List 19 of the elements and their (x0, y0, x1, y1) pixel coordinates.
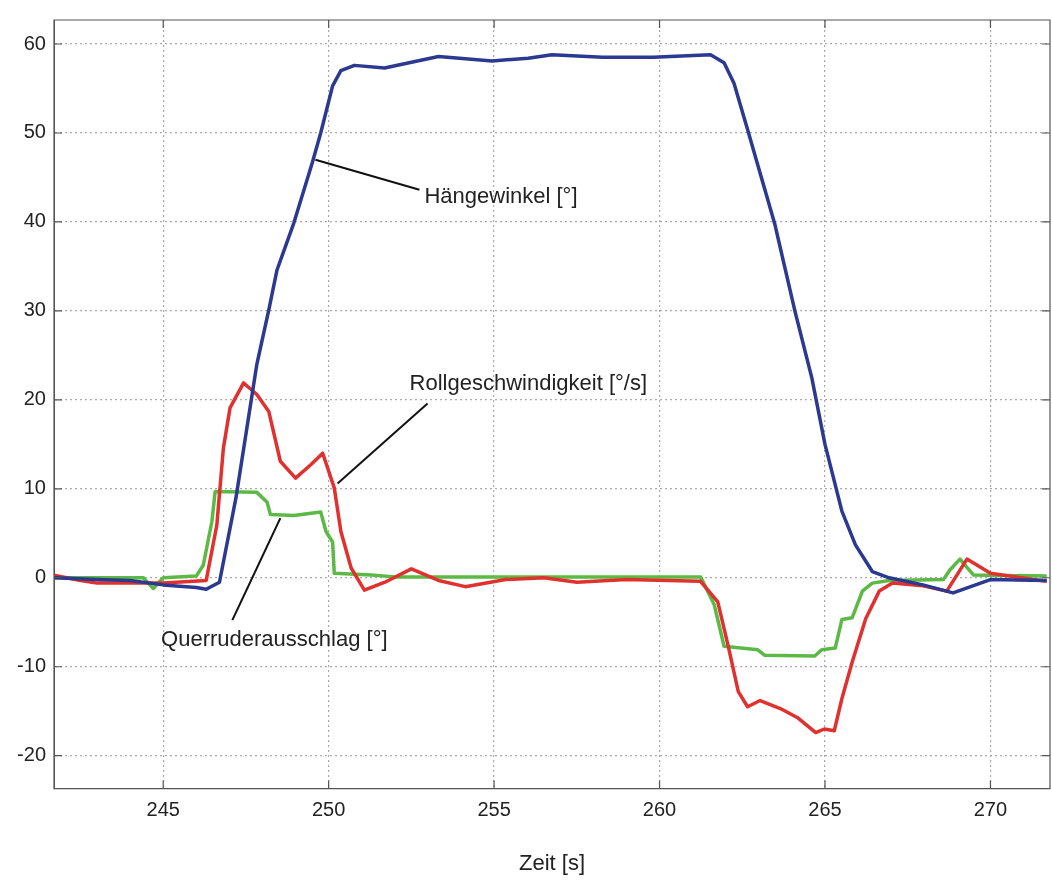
y-tick-label: -10 (17, 654, 46, 677)
x-tick-label: 255 (477, 798, 511, 821)
y-tick-label: -20 (17, 743, 46, 766)
y-tick-label: 50 (23, 120, 46, 143)
x-tick-label: 250 (311, 798, 346, 821)
y-tick-label: 10 (23, 476, 46, 499)
y-tick-label: 30 (23, 298, 46, 321)
x-tick-label: 260 (642, 798, 677, 821)
y-tick-label: 60 (23, 31, 46, 54)
y-tick-label: 40 (23, 209, 46, 232)
y-tick-label: 0 (34, 565, 46, 588)
x-axis-title: Zeit [s] (518, 849, 586, 875)
x-tick-label: 245 (146, 798, 180, 821)
x-tick-label: 270 (973, 798, 1008, 821)
annotation: Hängewinkel [°] (424, 182, 578, 208)
x-tick-label: 265 (808, 798, 842, 821)
annotation: Querruderausschlag [°] (161, 626, 388, 652)
annotation: Rollgeschwindigkeit [°/s] (409, 369, 648, 395)
y-tick-label: 20 (23, 387, 46, 410)
